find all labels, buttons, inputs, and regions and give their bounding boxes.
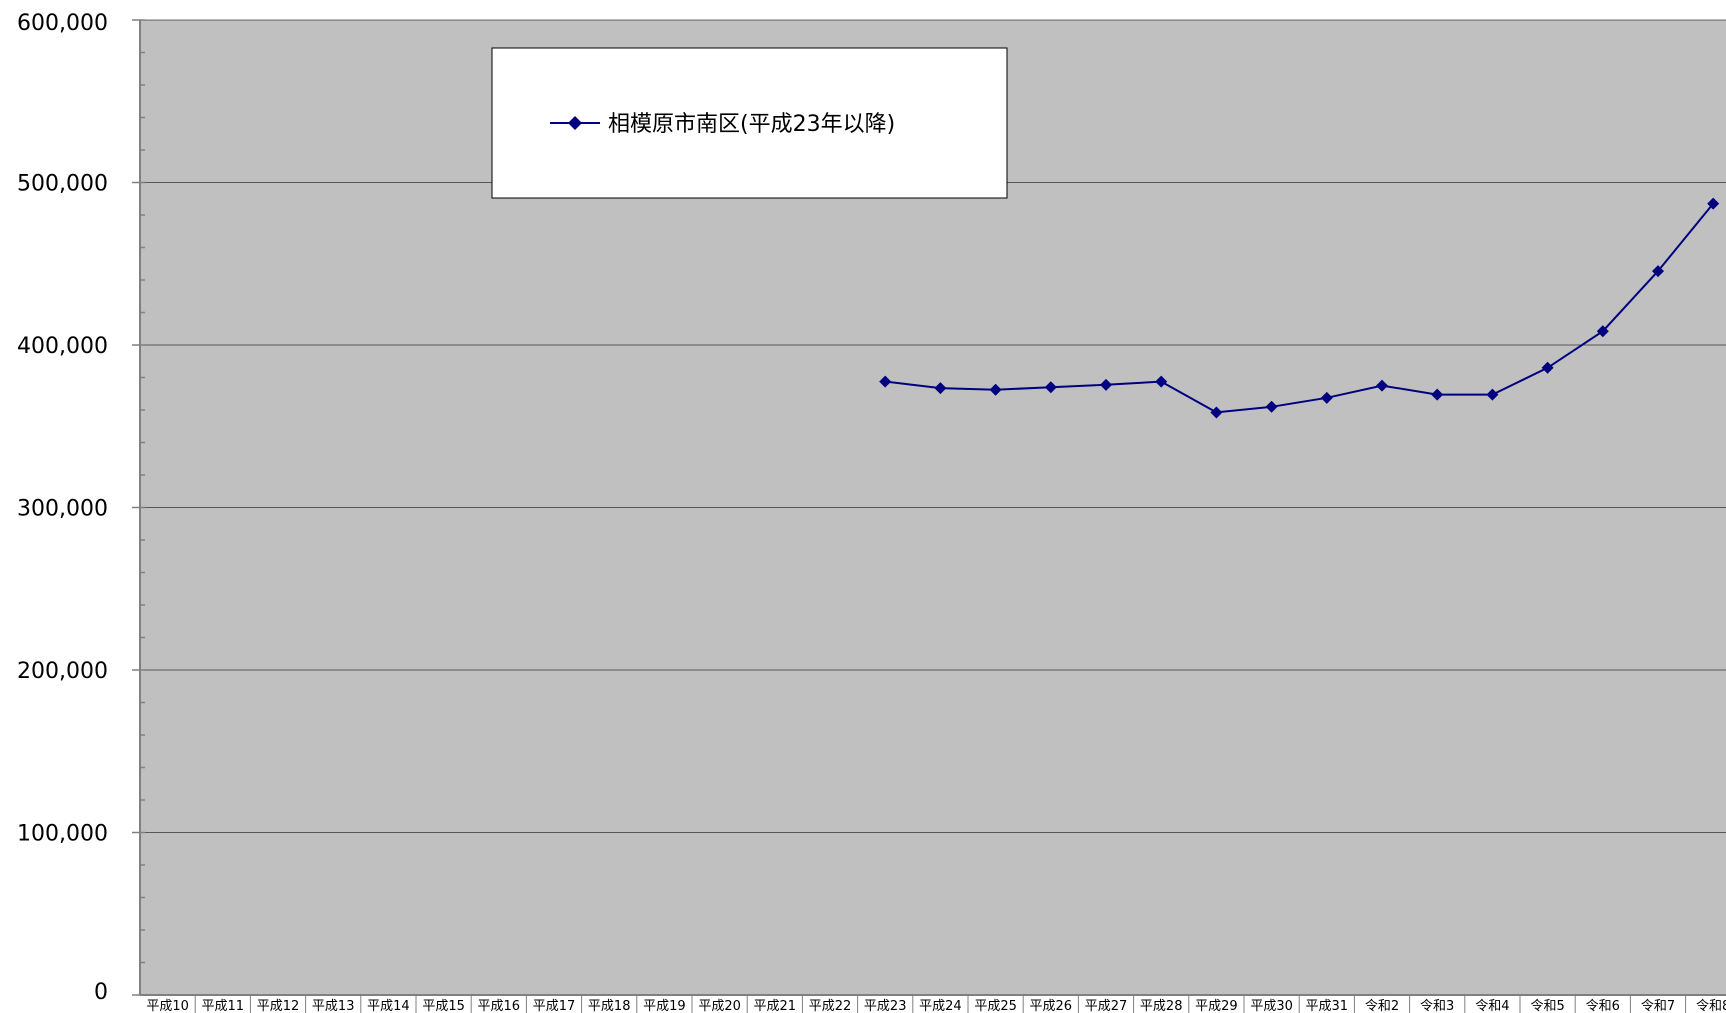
data-point-平成29 xyxy=(1210,406,1223,419)
data-point-平成26 xyxy=(1044,381,1057,394)
legend-marker-diamond xyxy=(568,116,582,130)
data-point-令和2 xyxy=(1376,379,1388,392)
x-tick-label-平成17: 平成17 xyxy=(533,999,576,1013)
x-tick-label-令和2: 令和2 xyxy=(1365,999,1399,1013)
x-tick-label-平成16: 平成16 xyxy=(478,999,521,1013)
y-axis: 0 100,000 200,000 300,000 400,000 500,000 600,… xyxy=(17,11,145,1005)
x-tick-label-平成18: 平成18 xyxy=(588,999,631,1013)
data-point-平成24 xyxy=(934,382,947,395)
x-tick-label-平成12: 平成12 xyxy=(257,999,300,1013)
y-tick-label-100000: 100,000 xyxy=(17,822,108,847)
x-tick-label-令和6: 令和6 xyxy=(1586,999,1620,1013)
y-tick-label-400000: 400,000 xyxy=(17,334,108,359)
data-point-令和5 xyxy=(1541,361,1554,374)
y-tick-label-300000: 300,000 xyxy=(17,497,108,522)
y-tick-label-500000: 500,000 xyxy=(17,172,108,197)
data-point-平成23 xyxy=(879,375,892,388)
x-tick-label-令和4: 令和4 xyxy=(1475,999,1509,1013)
legend: 相模原市南区(平成23年以降) xyxy=(491,47,1008,199)
x-tick-label-平成22: 平成22 xyxy=(809,999,852,1013)
data-point-平成25 xyxy=(989,383,1002,396)
data-point-平成31 xyxy=(1320,391,1333,404)
data-point-平成27 xyxy=(1100,378,1112,391)
x-tick-label-平成11: 平成11 xyxy=(202,999,245,1013)
x-tick-label-平成13: 平成13 xyxy=(312,999,355,1013)
data-point-令和8 xyxy=(1707,197,1720,210)
x-tick-label-令和3: 令和3 xyxy=(1420,999,1454,1013)
x-tick-label-平成31: 平成31 xyxy=(1306,999,1349,1013)
x-tick-label-平成23: 平成23 xyxy=(864,999,907,1013)
x-tick-label-平成20: 平成20 xyxy=(698,999,741,1013)
data-point-令和7 xyxy=(1652,265,1664,278)
data-point-令和4 xyxy=(1486,388,1499,401)
data-point-平成28 xyxy=(1155,375,1168,388)
legend-label: 相模原市南区(平成23年以降) xyxy=(608,112,895,137)
x-tick-label-平成19: 平成19 xyxy=(643,999,686,1013)
x-tick-label-平成28: 平成28 xyxy=(1140,999,1183,1013)
data-point-令和6 xyxy=(1596,325,1609,338)
x-tick-label-令和7: 令和7 xyxy=(1641,999,1675,1013)
y-tick-label-600000: 600,000 xyxy=(17,11,108,36)
gridlines xyxy=(140,19,1726,833)
series-layer xyxy=(879,197,1720,419)
x-tick-label-平成29: 平成29 xyxy=(1195,999,1238,1013)
x-tick-label-平成27: 平成27 xyxy=(1085,999,1128,1013)
x-tick-label-平成15: 平成15 xyxy=(422,999,465,1013)
x-tick-label-平成21: 平成21 xyxy=(754,999,797,1013)
x-tick-label-令和5: 令和5 xyxy=(1530,999,1564,1013)
y-tick-label-0: 0 xyxy=(94,980,108,1005)
series-line-0 xyxy=(885,202,1714,414)
x-tick-label-平成14: 平成14 xyxy=(367,999,410,1013)
x-tick-label-平成10: 平成10 xyxy=(146,999,189,1013)
x-axis: 平成10 平成11 平成12 平成13 平成14 平成15 平成16 平成17 平成18 平成19… xyxy=(140,994,1726,1013)
data-point-令和3 xyxy=(1431,388,1444,401)
data-point-平成30 xyxy=(1265,400,1278,413)
x-tick-label-平成25: 平成25 xyxy=(974,999,1017,1013)
x-tick-label-平成30: 平成30 xyxy=(1250,999,1293,1013)
x-tick-label-令和8: 令和8 xyxy=(1696,999,1726,1013)
x-tick-label-平成24: 平成24 xyxy=(919,999,962,1013)
y-tick-label-200000: 200,000 xyxy=(17,659,108,684)
x-tick-label-平成26: 平成26 xyxy=(1030,999,1073,1013)
